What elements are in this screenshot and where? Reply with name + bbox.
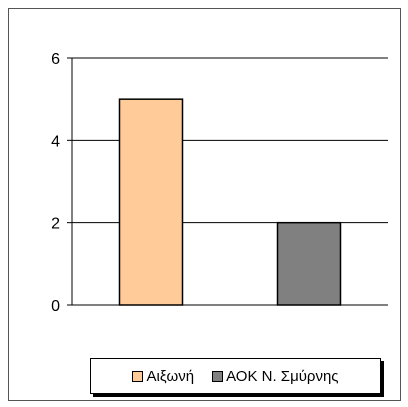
y-tick-label: 2 (51, 216, 60, 233)
bar-1 (118, 98, 184, 306)
legend-item-aixoni: Αιξωνή (132, 368, 194, 385)
legend-label: ΑΟΚ Ν. Σμύρνης (226, 367, 339, 385)
y-tick-label: 0 (51, 298, 60, 315)
legend-label: Αιξωνή (146, 367, 195, 385)
legend-swatch (212, 370, 224, 382)
bar-2 (276, 221, 342, 306)
y-tick-label: 4 (51, 133, 60, 150)
y-axis-ticks: 0 2 4 6 (51, 51, 72, 315)
legend: Αιξωνή ΑΟΚ Ν. Σμύρνης (90, 358, 381, 394)
legend-swatch (132, 370, 144, 382)
y-tick-label: 6 (51, 51, 60, 68)
chart-frame (8, 8, 401, 401)
legend-item-aok: ΑΟΚ Ν. Σμύρνης (212, 367, 339, 385)
bars (118, 98, 342, 306)
